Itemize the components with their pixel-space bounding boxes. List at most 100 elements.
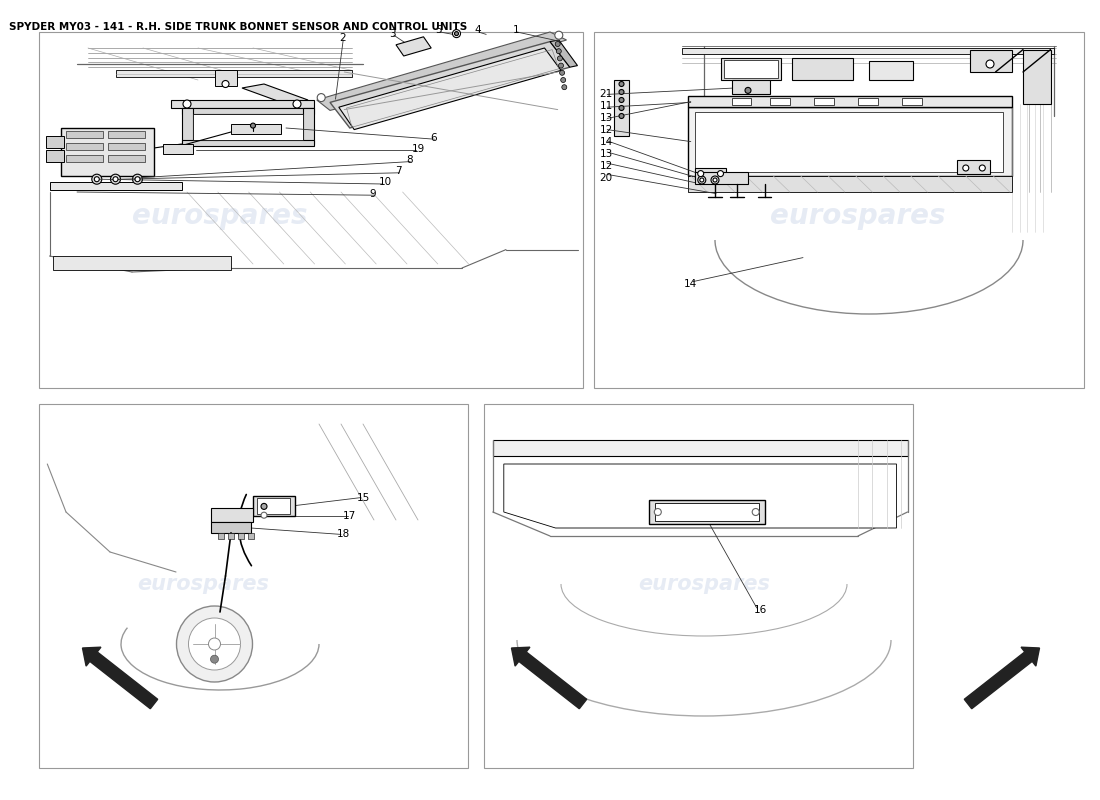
Polygon shape [182,108,314,114]
Text: eurospares: eurospares [138,574,270,594]
Circle shape [560,70,564,75]
Circle shape [619,82,624,86]
Text: 11: 11 [600,102,613,111]
Text: 7: 7 [395,166,402,176]
Text: 3: 3 [389,29,396,38]
Polygon shape [116,70,352,77]
FancyArrow shape [965,647,1040,709]
Polygon shape [182,108,192,144]
Text: 21: 21 [600,90,613,99]
Circle shape [557,49,561,54]
Circle shape [317,94,326,102]
Polygon shape [396,37,431,56]
Polygon shape [493,440,908,456]
Polygon shape [302,108,313,144]
Polygon shape [732,80,770,94]
Polygon shape [902,98,922,105]
Circle shape [91,174,102,184]
Circle shape [293,100,301,108]
Bar [39,404,468,768]
Text: 5: 5 [436,26,442,35]
Polygon shape [50,182,182,190]
Polygon shape [214,70,236,86]
Circle shape [454,31,459,35]
Polygon shape [163,144,192,154]
Polygon shape [170,100,314,108]
Text: 8: 8 [406,155,412,165]
Circle shape [697,170,704,177]
Circle shape [697,176,706,184]
Text: eurospares: eurospares [638,574,770,594]
Polygon shape [970,50,1012,72]
Polygon shape [182,140,314,146]
Polygon shape [218,533,224,539]
Polygon shape [238,533,244,539]
Circle shape [554,31,563,39]
Text: 14: 14 [684,279,697,289]
Polygon shape [339,48,561,130]
Polygon shape [649,500,764,524]
Circle shape [711,176,719,184]
Circle shape [132,174,143,184]
Circle shape [251,123,255,128]
Circle shape [619,98,624,102]
Bar [594,32,1084,388]
Text: 2: 2 [339,34,345,43]
Polygon shape [688,107,1012,176]
Circle shape [986,60,994,68]
Circle shape [717,170,724,177]
Polygon shape [770,98,790,105]
Circle shape [619,114,624,118]
Text: 20: 20 [600,174,613,183]
Circle shape [261,503,267,510]
Polygon shape [66,143,103,150]
Polygon shape [228,533,234,539]
Polygon shape [46,136,64,148]
Polygon shape [231,124,280,134]
Polygon shape [248,533,254,539]
Text: 14: 14 [600,138,613,147]
Polygon shape [330,42,570,128]
Text: 4: 4 [474,26,481,35]
Circle shape [700,178,704,182]
Circle shape [559,63,563,68]
Text: 15: 15 [356,493,370,502]
Text: eurospares: eurospares [132,202,308,230]
Circle shape [562,85,566,90]
Polygon shape [869,61,913,80]
Polygon shape [108,155,145,162]
Polygon shape [242,84,308,104]
Circle shape [135,177,140,182]
Polygon shape [695,168,726,179]
Bar [39,32,583,388]
Text: 13: 13 [600,150,613,159]
Text: 9: 9 [370,189,376,198]
Polygon shape [108,143,145,150]
Circle shape [222,81,229,87]
Polygon shape [732,98,751,105]
Circle shape [556,42,560,46]
Polygon shape [957,160,990,174]
Text: 6: 6 [430,133,437,142]
Circle shape [95,177,99,182]
Text: 19: 19 [411,144,425,154]
Text: 18: 18 [337,530,350,539]
Circle shape [654,509,661,515]
Circle shape [452,30,461,38]
Polygon shape [614,80,629,136]
Polygon shape [211,522,251,533]
Polygon shape [814,98,834,105]
Text: 13: 13 [600,114,613,123]
Polygon shape [192,114,303,140]
Polygon shape [108,131,145,138]
Polygon shape [688,96,1012,107]
Text: eurospares: eurospares [770,202,946,230]
Polygon shape [211,508,253,522]
Polygon shape [695,172,748,184]
Circle shape [979,165,986,171]
FancyArrow shape [512,647,586,709]
Polygon shape [66,131,103,138]
Polygon shape [46,150,64,162]
Bar [484,404,913,768]
Circle shape [209,638,220,650]
